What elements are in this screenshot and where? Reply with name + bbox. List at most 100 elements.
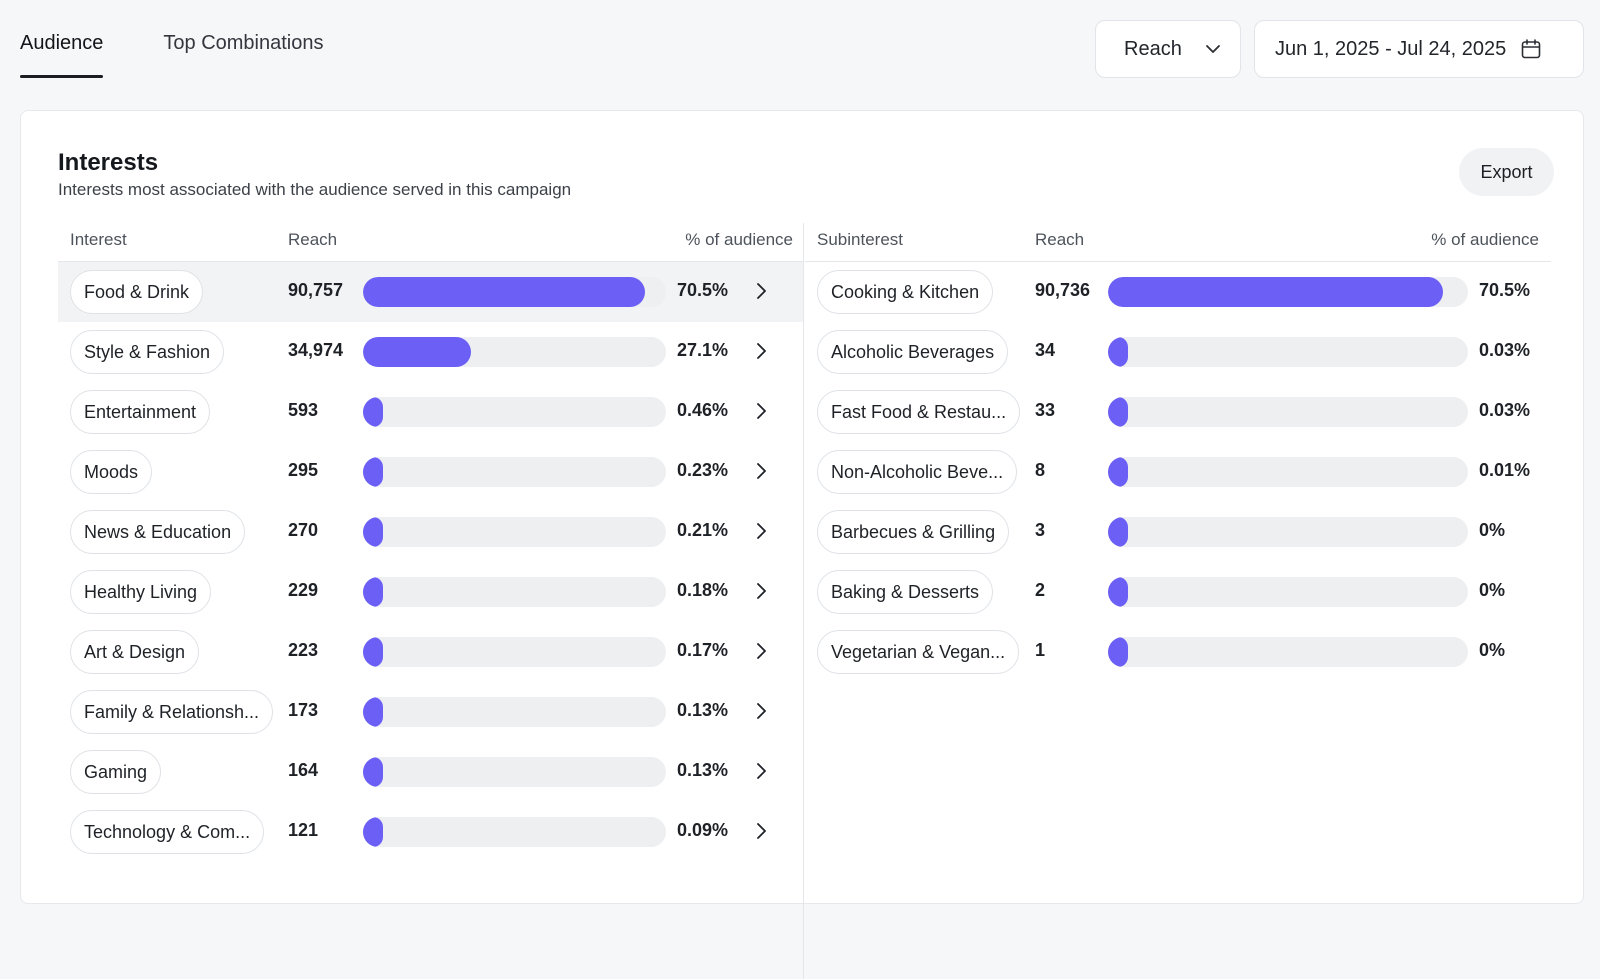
metric-dropdown[interactable]: Reach <box>1095 20 1241 78</box>
chevron-right-icon[interactable] <box>751 760 771 787</box>
reach-value: 270 <box>288 520 319 540</box>
chevron-right-icon[interactable] <box>751 460 771 487</box>
subinterest-chip[interactable]: Fast Food & Restau... <box>817 390 1021 434</box>
reach-value: 173 <box>288 700 319 720</box>
chevron-right-icon[interactable] <box>751 340 771 367</box>
audience-percent: 0% <box>1479 580 1506 600</box>
chevron-right-icon[interactable] <box>751 700 771 727</box>
interest-chip[interactable]: Healthy Living <box>70 570 212 614</box>
reach-value: 229 <box>288 580 319 600</box>
subinterest-row[interactable]: Baking & Desserts 2 0% <box>805 562 1551 622</box>
chevron-right-icon[interactable] <box>751 400 771 427</box>
interest-chip[interactable]: Gaming <box>70 750 162 794</box>
reach-bar-fill <box>1108 637 1128 667</box>
audience-percent: 0.03% <box>1479 340 1531 360</box>
reach-bar-fill <box>363 337 472 367</box>
reach-bar-fill <box>363 577 383 607</box>
chevron-right-icon[interactable] <box>751 640 771 667</box>
audience-percent: 0.17% <box>677 640 729 660</box>
reach-bar-fill <box>1108 517 1128 547</box>
audience-percent: 0.13% <box>677 700 729 720</box>
tab-top-combinations[interactable]: Top Combinations <box>163 32 324 54</box>
reach-bar-track <box>363 277 666 307</box>
interest-row[interactable]: Technology & Com... 121 0.09% <box>58 802 803 862</box>
metric-dropdown-value: Reach <box>1124 37 1182 60</box>
interest-row[interactable]: News & Education 270 0.21% <box>58 502 803 562</box>
chevron-right-icon[interactable] <box>751 820 771 847</box>
reach-value: 34,974 <box>288 340 344 360</box>
interests-table: Interest Reach % of audience Food & Drin… <box>58 223 804 979</box>
audience-percent: 0.03% <box>1479 400 1531 420</box>
subinterest-chip[interactable]: Cooking & Kitchen <box>817 270 994 314</box>
chevron-down-icon <box>1204 40 1222 58</box>
card-title: Interests <box>58 149 159 176</box>
subinterests-table-header: Subinterest Reach % of audience <box>805 223 1551 262</box>
reach-bar-track <box>1108 457 1468 487</box>
reach-value: 223 <box>288 640 319 660</box>
export-button[interactable]: Export <box>1459 148 1554 196</box>
interest-chip[interactable]: Entertainment <box>70 390 211 434</box>
audience-percent: 0.46% <box>677 400 729 420</box>
chevron-right-icon[interactable] <box>751 580 771 607</box>
interest-row[interactable]: Food & Drink 90,757 70.5% <box>58 262 803 322</box>
reach-bar-fill <box>363 517 383 547</box>
reach-bar-track <box>1108 517 1468 547</box>
reach-bar-fill <box>363 817 383 847</box>
reach-value: 295 <box>288 460 319 480</box>
reach-bar-fill <box>1108 397 1128 427</box>
chevron-right-icon[interactable] <box>751 520 771 547</box>
interest-row[interactable]: Moods 295 0.23% <box>58 442 803 502</box>
subinterest-row[interactable]: Barbecues & Grilling 3 0% <box>805 502 1551 562</box>
audience-percent: 0.23% <box>677 460 729 480</box>
interests-table-header: Interest Reach % of audience <box>58 223 803 262</box>
header-interest: Interest <box>70 230 127 249</box>
interest-row[interactable]: Art & Design 223 0.17% <box>58 622 803 682</box>
reach-bar-fill <box>363 277 646 307</box>
header-sub-reach: Reach <box>1035 230 1085 249</box>
subinterest-row[interactable]: Vegetarian & Vegan... 1 0% <box>805 622 1551 682</box>
subinterests-table: Subinterest Reach % of audience Cooking … <box>805 223 1551 682</box>
reach-value: 3 <box>1035 520 1046 540</box>
audience-percent: 0% <box>1479 640 1506 660</box>
interest-chip[interactable]: Technology & Com... <box>70 810 265 854</box>
interest-chip[interactable]: News & Education <box>70 510 246 554</box>
date-range-picker[interactable]: Jun 1, 2025 - Jul 24, 2025 <box>1254 20 1584 78</box>
header-reach: Reach <box>288 230 338 249</box>
tab-audience[interactable]: Audience <box>20 30 104 78</box>
reach-bar-track <box>363 457 666 487</box>
interest-chip[interactable]: Family & Relationsh... <box>70 690 274 734</box>
subinterest-chip[interactable]: Non-Alcoholic Beve... <box>817 450 1018 494</box>
subinterest-chip[interactable]: Vegetarian & Vegan... <box>817 630 1020 674</box>
reach-bar-track <box>363 637 666 667</box>
reach-bar-track <box>1108 577 1468 607</box>
reach-bar-fill <box>363 457 383 487</box>
interest-chip[interactable]: Food & Drink <box>70 270 204 314</box>
audience-percent: 0% <box>1479 520 1506 540</box>
audience-percent: 0.18% <box>677 580 729 600</box>
subinterest-chip[interactable]: Barbecues & Grilling <box>817 510 1010 554</box>
subinterest-chip[interactable]: Baking & Desserts <box>817 570 994 614</box>
interest-chip[interactable]: Moods <box>70 450 153 494</box>
interest-chip[interactable]: Style & Fashion <box>70 330 225 374</box>
subinterest-chip[interactable]: Alcoholic Beverages <box>817 330 1009 374</box>
header-pct: % of audience <box>685 230 793 249</box>
interest-row[interactable]: Gaming 164 0.13% <box>58 742 803 802</box>
subinterest-row[interactable]: Fast Food & Restau... 33 0.03% <box>805 382 1551 442</box>
reach-value: 34 <box>1035 340 1056 360</box>
interest-row[interactable]: Healthy Living 229 0.18% <box>58 562 803 622</box>
subinterest-row[interactable]: Alcoholic Beverages 34 0.03% <box>805 322 1551 382</box>
interest-chip[interactable]: Art & Design <box>70 630 200 674</box>
reach-value: 33 <box>1035 400 1056 420</box>
reach-bar-track <box>363 697 666 727</box>
interest-row[interactable]: Entertainment 593 0.46% <box>58 382 803 442</box>
reach-value: 164 <box>288 760 319 780</box>
reach-value: 8 <box>1035 460 1046 480</box>
subinterest-row[interactable]: Cooking & Kitchen 90,736 70.5% <box>805 262 1551 322</box>
interest-row[interactable]: Family & Relationsh... 173 0.13% <box>58 682 803 742</box>
reach-bar-track <box>363 577 666 607</box>
chevron-right-icon[interactable] <box>751 280 771 307</box>
subinterest-row[interactable]: Non-Alcoholic Beve... 8 0.01% <box>805 442 1551 502</box>
interest-row[interactable]: Style & Fashion 34,974 27.1% <box>58 322 803 382</box>
interests-card: Interests Interests most associated with… <box>20 110 1584 979</box>
header-subinterest: Subinterest <box>817 230 903 249</box>
